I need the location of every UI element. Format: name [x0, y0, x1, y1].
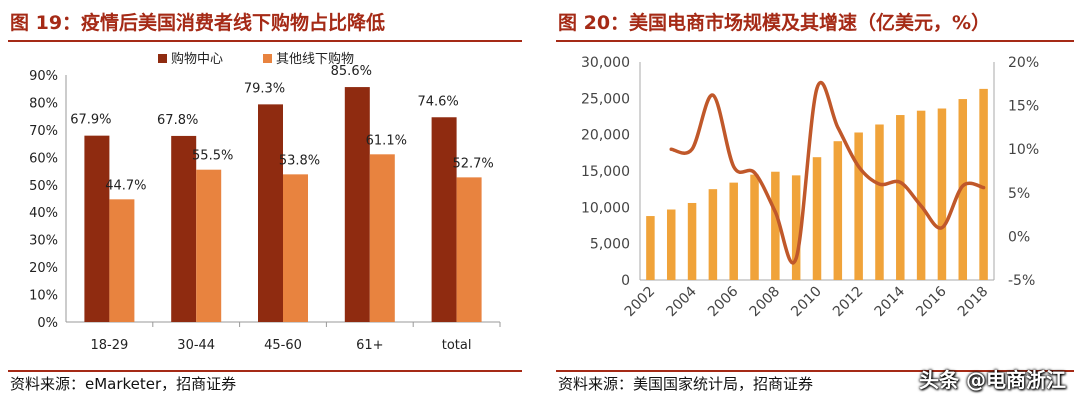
legend-swatch: [158, 54, 167, 63]
bar-market-size: [896, 115, 905, 281]
bar-mall: [431, 117, 457, 323]
x-tick-label: 61+: [356, 338, 383, 353]
legend-label: 其他线下购物: [276, 51, 354, 67]
bar-other-offline: [369, 154, 395, 322]
y-tick-label: 80%: [29, 96, 58, 111]
x-tick-label: 2018: [955, 284, 992, 321]
bar-market-size: [916, 110, 926, 280]
right-source-rule: [556, 370, 1074, 372]
bar-other-offline: [109, 199, 135, 322]
left-title-rule: [8, 40, 522, 42]
right-figure-title: 图 20：美国电商市场规模及其增速（亿美元，%）: [558, 12, 991, 34]
bar-market-size: [791, 175, 801, 280]
legend-label: 购物中心: [171, 51, 223, 67]
bar-market-size: [937, 108, 947, 280]
left-y-tick-label: 0: [621, 273, 630, 289]
data-label: 52.7%: [452, 156, 493, 171]
bar-other-offline: [456, 177, 482, 322]
left-y-tick-label: 15,000: [581, 164, 630, 180]
x-tick-label: 30-44: [177, 338, 215, 353]
bar-market-size: [833, 141, 843, 280]
x-tick-label: 2014: [872, 283, 909, 320]
right-combo-chart: 0 5,000 10,000 15,000 20,000 25,000 30,000 -5% 0…: [581, 55, 1039, 321]
right-source-text: 资料来源：美国国家统计局，招商证券: [558, 375, 814, 393]
left-y-tick-label: 25,000: [581, 91, 630, 107]
bar-mall: [344, 87, 370, 322]
bar-market-size: [666, 209, 676, 280]
left-figure-title: 图 19：疫情后美国消费者线下购物占比降低: [10, 12, 386, 34]
left-source-text: 资料来源：eMarketer，招商证券: [10, 375, 237, 393]
right-y-tick-label: 0%: [1008, 229, 1030, 245]
bar-market-size: [729, 182, 738, 280]
data-label: 74.6%: [417, 94, 458, 109]
y-tick-label: 0%: [37, 316, 58, 331]
bar-mall: [258, 104, 283, 322]
right-title-rule: [556, 40, 1074, 42]
left-bar-chart: 0% 10% 20% 30% 40% 50% 60% 70% 80% 90% 18-29 67.9% 4…: [29, 51, 501, 353]
y-tick-label: 10%: [29, 289, 58, 304]
left-y-tick-label: 30,000: [581, 55, 630, 71]
data-label: 67.9%: [70, 113, 111, 128]
growth-rate-line: [669, 80, 986, 265]
y-tick-label: 20%: [29, 261, 58, 276]
x-tick-label: 2016: [913, 283, 950, 320]
watermark-text: 头条 @电商浙江: [919, 368, 1066, 392]
bar-mall: [84, 135, 110, 322]
data-label: 55.5%: [192, 149, 233, 164]
data-label: 61.1%: [366, 133, 407, 148]
x-tick-label: 45-60: [264, 338, 302, 353]
left-source-rule: [8, 370, 522, 372]
right-y-tick-label: 10%: [1008, 142, 1039, 158]
data-label: 79.3%: [244, 81, 285, 96]
left-y-tick-label: 10,000: [581, 200, 630, 216]
legend-swatch: [263, 54, 272, 63]
y-tick-label: 50%: [29, 179, 58, 194]
bar-market-size: [750, 174, 759, 280]
left-figure-panel: 图 19：疫情后美国消费者线下购物占比降低 0% 10% 20% 30% 40% 50% 6…: [0, 0, 528, 403]
bar-market-size: [646, 216, 655, 280]
y-tick-label: 30%: [29, 234, 58, 249]
right-y-tick-label: -5%: [1008, 273, 1035, 289]
bar-market-size: [958, 99, 968, 280]
left-y-tick-label: 20,000: [581, 128, 630, 144]
right-y-tick-label: 5%: [1008, 186, 1030, 202]
x-tick-label: 18-29: [91, 338, 129, 353]
bar-other-offline: [283, 174, 308, 322]
bar-market-size: [687, 202, 697, 280]
left-y-tick-label: 5,000: [590, 237, 630, 253]
bar-market-size: [771, 171, 780, 280]
right-y-tick-label: 20%: [1008, 55, 1039, 71]
x-tick-label: 2004: [663, 283, 700, 320]
x-tick-label: 2010: [788, 284, 825, 321]
data-label: 44.7%: [105, 178, 146, 193]
bar-other-offline: [196, 169, 222, 322]
right-y-tick-label: 15%: [1008, 99, 1039, 115]
bar-market-size: [854, 132, 863, 280]
x-tick-label: total: [442, 338, 472, 353]
y-tick-label: 40%: [29, 206, 58, 221]
x-tick-label: 2006: [705, 283, 742, 320]
bar-market-size: [979, 88, 988, 281]
x-tick-label: 2012: [830, 284, 867, 321]
bar-market-size: [875, 124, 884, 280]
y-tick-label: 90%: [29, 69, 58, 84]
right-figure-panel: 图 20：美国电商市场规模及其增速（亿美元，%） 0 5,000 10,000 15,…: [548, 0, 1080, 403]
bar-market-size: [708, 189, 718, 280]
data-label: 85.6%: [331, 64, 372, 79]
x-tick-label: 2008: [747, 284, 784, 321]
bar-market-size: [812, 157, 822, 280]
data-label: 53.8%: [279, 153, 320, 168]
y-tick-label: 70%: [29, 124, 58, 139]
data-label: 67.8%: [157, 113, 198, 128]
bar-mall: [171, 135, 197, 322]
y-tick-label: 60%: [29, 151, 58, 166]
